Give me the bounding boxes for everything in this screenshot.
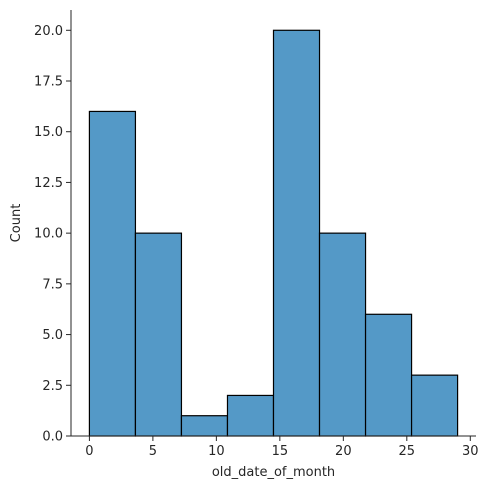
y-tick-label: 15.0 bbox=[34, 125, 63, 140]
histogram-bar bbox=[410, 374, 459, 437]
y-tick-label: 20.0 bbox=[34, 24, 63, 39]
x-tick-label: 5 bbox=[149, 444, 157, 459]
x-tick-label: 15 bbox=[272, 444, 289, 459]
histogram-bar bbox=[226, 394, 275, 437]
y-ticks: 0.0 2.5 5.0 7.5 10.0 12.5 15.0 17.5 20.0 bbox=[34, 24, 71, 445]
histogram-bar bbox=[364, 313, 413, 437]
y-tick-label: 2.5 bbox=[42, 379, 63, 394]
histogram-bar bbox=[88, 110, 137, 437]
x-tick-label: 30 bbox=[462, 444, 479, 459]
y-tick-label: 12.5 bbox=[34, 176, 63, 191]
histogram-bar bbox=[134, 232, 183, 437]
x-tick-label: 20 bbox=[335, 444, 352, 459]
y-tick-label: 0.0 bbox=[42, 430, 63, 445]
y-tick-label: 7.5 bbox=[42, 277, 63, 292]
y-axis-label: Count bbox=[9, 204, 24, 243]
y-tick-label: 5.0 bbox=[42, 328, 63, 343]
x-ticks: 0 5 10 15 20 25 30 bbox=[85, 436, 479, 459]
x-tick-label: 25 bbox=[399, 444, 416, 459]
y-tick-label: 10.0 bbox=[34, 227, 63, 242]
histogram-bar bbox=[272, 29, 321, 437]
x-axis-label: old_date_of_month bbox=[212, 465, 335, 480]
x-tick-label: 10 bbox=[208, 444, 225, 459]
x-tick-label: 0 bbox=[85, 444, 93, 459]
histogram-bar bbox=[318, 232, 367, 437]
bars-group bbox=[88, 29, 459, 437]
y-tick-label: 17.5 bbox=[34, 75, 63, 90]
histogram-bar bbox=[180, 415, 229, 437]
